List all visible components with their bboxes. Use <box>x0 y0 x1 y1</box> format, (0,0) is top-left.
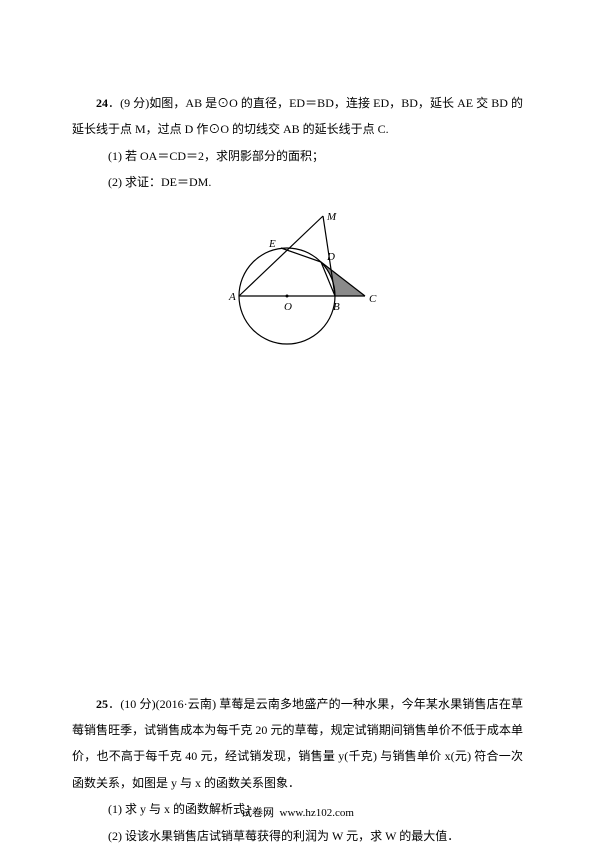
page-footer: 试卷网 www.hz102.com <box>0 804 595 820</box>
footer-site: 试卷网 <box>241 807 274 819</box>
q25-lead: 25．(10 分)(2016·云南) 草莓是云南多地盛产的一种水果，今年某水果销… <box>72 691 523 797</box>
svg-text:A: A <box>228 291 236 303</box>
svg-text:M: M <box>326 211 337 223</box>
blank-space <box>72 391 523 691</box>
svg-text:C: C <box>369 293 377 305</box>
q24-lead: 24．(9 分)如图，AB 是⊙O 的直径，ED＝BD，连接 ED，BD，延长 … <box>72 90 523 143</box>
svg-text:E: E <box>268 238 276 250</box>
geometry-diagram: A O B C D E M <box>213 206 383 346</box>
svg-text:B: B <box>333 301 340 313</box>
q25-lead-text: ．(10 分)(2016·云南) 草莓是云南多地盛产的一种水果，今年某水果销售店… <box>72 697 523 790</box>
q24-lead-text: ．(9 分)如图，AB 是⊙O 的直径，ED＝BD，连接 ED，BD，延长 AE… <box>72 96 523 136</box>
footer-url: www.hz102.com <box>280 807 354 819</box>
svg-text:D: D <box>326 251 335 263</box>
q25-number: 25 <box>96 697 108 711</box>
q24-part2: (2) 求证：DE＝DM. <box>72 169 523 195</box>
q24-figure: A O B C D E M <box>72 206 523 351</box>
svg-text:O: O <box>284 301 292 313</box>
q25-part2: (2) 设该水果销售店试销草莓获得的利润为 W 元，求 W 的最大值． <box>72 823 523 849</box>
q24-number: 24 <box>96 96 108 110</box>
q24-part1: (1) 若 OA＝CD＝2，求阴影部分的面积； <box>72 143 523 169</box>
